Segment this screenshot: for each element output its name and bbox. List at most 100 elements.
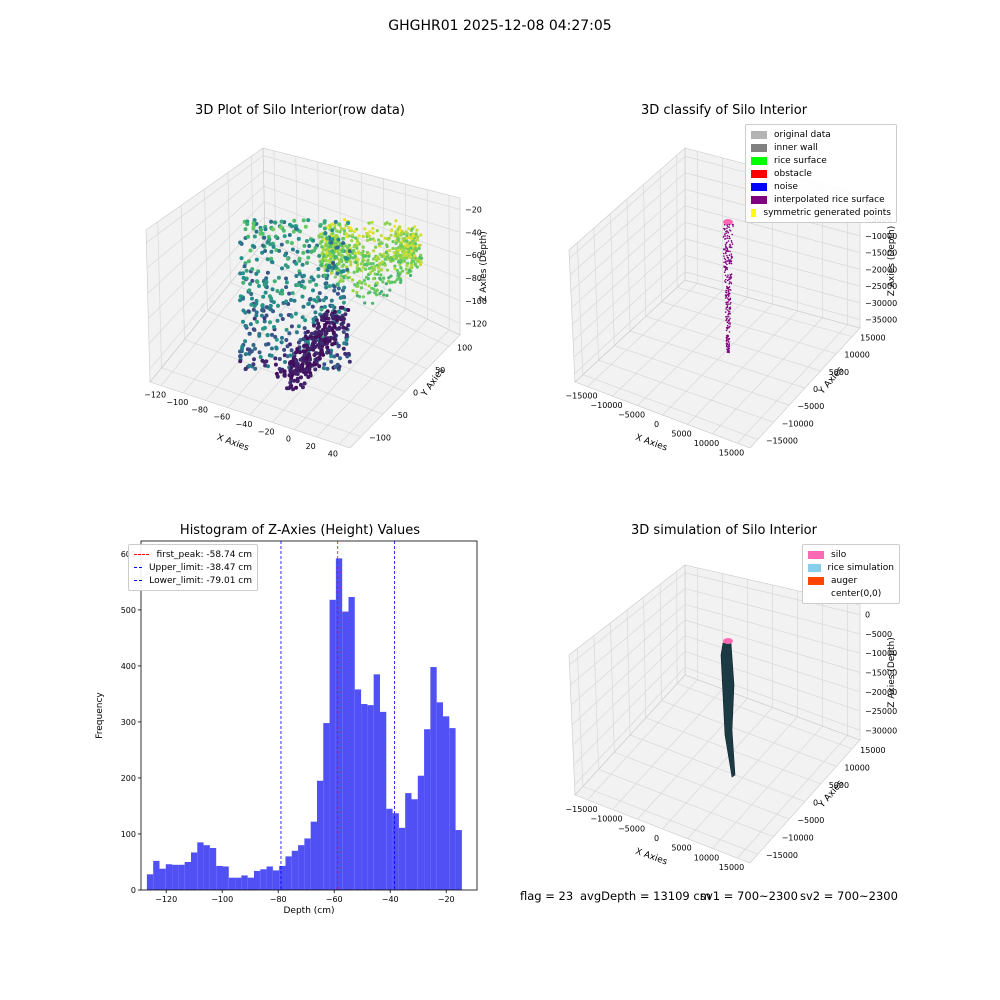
- p4-y-tick: 5000: [829, 781, 849, 790]
- figure-title: GHGHR01 2025-12-08 04:27:05: [388, 18, 612, 34]
- p1-point: [394, 241, 398, 245]
- p2-point: [726, 305, 729, 307]
- p1-point: [269, 296, 274, 301]
- p1-point: [244, 324, 249, 329]
- p2-point: [726, 339, 728, 341]
- p1-point: [264, 276, 269, 281]
- p2-legend-label: interpolated rice surface: [774, 194, 885, 205]
- histogram-y-tick: 400: [121, 662, 136, 671]
- p4-y-tick: 0: [813, 799, 818, 808]
- p1-point: [297, 271, 302, 276]
- p1-z-tick: −120: [465, 320, 487, 329]
- p1-point: [324, 263, 328, 267]
- p1-point: [295, 347, 300, 352]
- p2-grid-z: [572, 238, 686, 342]
- p1-point: [262, 235, 267, 240]
- p1-point: [404, 230, 408, 234]
- p1-point: [311, 288, 315, 293]
- p1-grid-x: [273, 150, 277, 246]
- p1-point: [336, 248, 341, 252]
- p2-point: [727, 314, 729, 316]
- p1-point: [367, 266, 372, 271]
- p1-point: [313, 310, 318, 315]
- p2-point: [725, 345, 728, 348]
- p1-point: [309, 249, 314, 254]
- p1-point: [326, 265, 331, 269]
- p1-point: [327, 284, 332, 289]
- histogram-bar: [178, 864, 185, 890]
- p2-grid-z: [684, 205, 861, 253]
- p1-point: [372, 249, 376, 253]
- p2-point: [728, 254, 731, 256]
- p1-point: [413, 242, 418, 246]
- p2-point: [724, 238, 727, 240]
- p1-point: [350, 239, 354, 243]
- p1-point: [346, 323, 351, 328]
- p1-point: [415, 258, 419, 262]
- p2-point: [728, 281, 731, 283]
- p1-point: [264, 359, 269, 364]
- p1-point: [293, 311, 298, 316]
- p2-grid-y: [614, 345, 790, 406]
- p4-y-tick: −5000: [797, 816, 824, 825]
- p1-point: [295, 249, 300, 254]
- p1-point: [252, 245, 257, 249]
- p1-point: [353, 251, 357, 255]
- p2-grid-y: [629, 330, 806, 389]
- p1-point: [322, 219, 327, 224]
- histogram-bar: [442, 716, 450, 890]
- p1-point: [238, 354, 243, 359]
- p2-z-tick: −20000: [865, 265, 897, 274]
- p1-z-tick: −40: [465, 228, 482, 237]
- p1-point: [330, 249, 335, 254]
- p2-legend-label: inner wall: [774, 142, 818, 153]
- p2-point: [728, 310, 730, 313]
- p1-point: [417, 246, 421, 251]
- p2-point: [724, 269, 727, 272]
- p1-point: [393, 264, 397, 268]
- p2-point: [730, 257, 733, 259]
- p2-point: [730, 262, 733, 265]
- histogram-bar: [405, 793, 412, 890]
- p2-point: [731, 255, 733, 258]
- p1-point: [364, 254, 368, 258]
- p1-point: [407, 227, 411, 231]
- p1-point: [419, 233, 423, 237]
- histogram-bar: [298, 845, 305, 890]
- p2-point: [725, 235, 727, 237]
- p1-point: [394, 232, 398, 236]
- p1-grid-y: [250, 156, 254, 255]
- p4-grid-y: [598, 768, 774, 837]
- p4-legend-label: auger: [831, 575, 858, 586]
- p1-point: [238, 298, 242, 303]
- p1-point: [336, 237, 341, 242]
- p1-point: [335, 234, 339, 239]
- p2-x-tick: −15000: [565, 392, 597, 401]
- p1-point: [375, 263, 379, 267]
- p1-point: [283, 360, 287, 364]
- p1-point: [351, 278, 355, 282]
- p1-point: [314, 318, 319, 323]
- p1-point: [246, 309, 251, 314]
- p1-point: [405, 264, 409, 268]
- histogram-bar: [329, 599, 336, 890]
- p1-point: [296, 340, 301, 345]
- p1-point: [361, 295, 365, 299]
- p1-point: [406, 261, 410, 265]
- p1-point: [311, 347, 315, 352]
- p2-legend-entry: symmetric generated points: [751, 206, 891, 219]
- p1-point: [318, 330, 323, 335]
- p1-point: [355, 290, 359, 295]
- p1-point: [341, 241, 346, 246]
- p2-point: [728, 345, 730, 347]
- p1-point: [250, 278, 255, 283]
- p1-point: [317, 291, 322, 296]
- p4-grid-z: [684, 619, 861, 673]
- p2-point: [726, 297, 729, 299]
- p1-point: [343, 312, 348, 317]
- p1-point: [292, 218, 297, 223]
- p1-point: [393, 280, 397, 284]
- p1-point: [333, 333, 338, 338]
- p2-z-tick: −15000: [865, 249, 897, 258]
- p4-grid-y: [661, 700, 837, 767]
